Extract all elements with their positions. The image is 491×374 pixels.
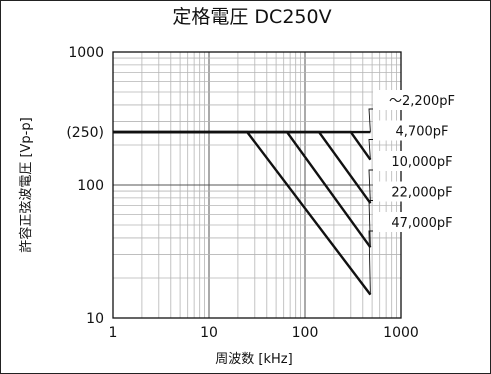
y-axis-title: 許容正弦波電圧 [Vp-p]	[18, 117, 34, 252]
legend-label-background	[373, 90, 471, 110]
series-line-5	[113, 130, 372, 296]
legend-leader-line	[368, 169, 373, 204]
legend-leader-line	[368, 230, 373, 295]
legend-label-background	[373, 151, 471, 171]
x-tick-label: 1000	[383, 325, 419, 341]
chart-title: 定格電圧 DC250V	[172, 6, 331, 28]
legend: ～2,200pF 4,700pF 10,000pF 22,000pF 47,000pF	[368, 90, 471, 295]
x-tick-label: 100	[292, 325, 319, 341]
plot-lines	[113, 130, 372, 296]
legend-leader-line	[368, 200, 373, 248]
x-tick-label: 10	[200, 325, 218, 341]
y-tick-label: 100	[77, 178, 104, 194]
legend-label: 4,700pF	[396, 125, 449, 140]
y-tick-label: (250)	[66, 125, 104, 141]
y-tick-label: 10	[86, 311, 104, 327]
legend-label: 22,000pF	[391, 186, 452, 201]
legend-label-background	[373, 120, 471, 141]
x-tick-label: 1	[109, 325, 118, 341]
legend-label: 47,000pF	[391, 216, 452, 231]
y-tick-labels: 10 100 (250) 1000	[66, 45, 104, 327]
y-tick-label: 1000	[68, 45, 104, 61]
legend-label-background	[373, 181, 471, 202]
legend-leader-line	[368, 139, 373, 160]
x-axis-title: 周波数 [kHz]	[215, 352, 292, 367]
legend-leader-line	[368, 108, 373, 133]
legend-label: ～2,200pF	[389, 94, 455, 109]
legend-label-background	[373, 212, 471, 232]
legend-label: 10,000pF	[391, 155, 452, 170]
x-tick-labels: 1 10 100 1000	[109, 325, 419, 341]
